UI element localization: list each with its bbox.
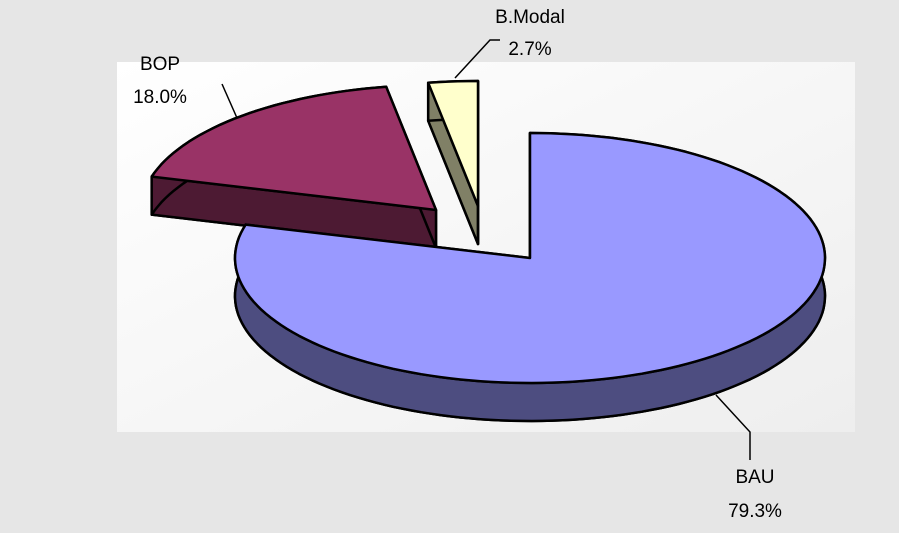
leader-line bbox=[715, 394, 751, 460]
slice-label: B.Modal bbox=[495, 7, 565, 28]
leader-line bbox=[454, 39, 500, 79]
value-label: 2.7% bbox=[508, 39, 551, 60]
slice-label: BAU bbox=[735, 467, 774, 488]
slice bbox=[150, 85, 438, 212]
value-label: 79.3% bbox=[728, 501, 782, 522]
value-label: 18.0% bbox=[133, 87, 187, 108]
slice bbox=[233, 131, 827, 385]
leader-line bbox=[221, 83, 238, 119]
slice-label: BOP bbox=[140, 54, 180, 75]
slice bbox=[426, 79, 480, 208]
